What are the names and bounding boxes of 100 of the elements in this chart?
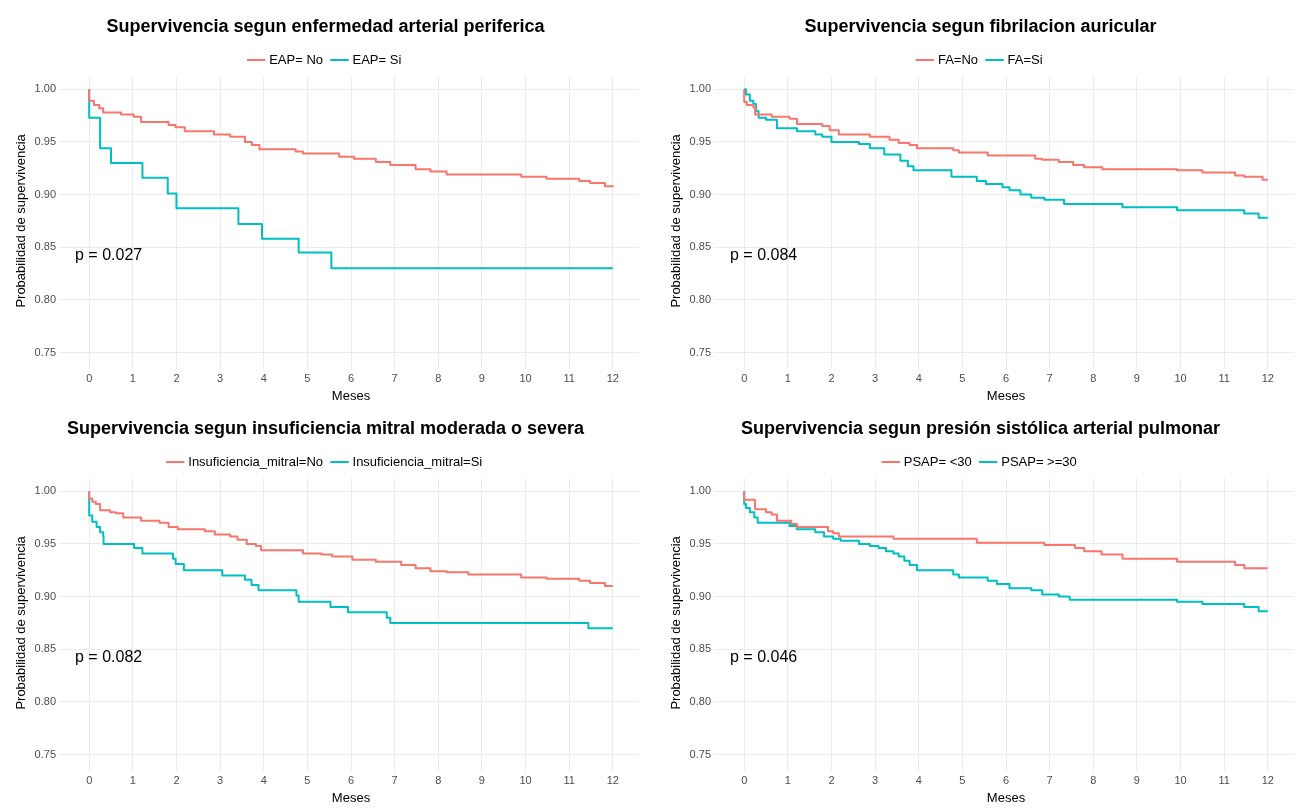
x-tick-label: 3 <box>217 773 224 786</box>
y-tick-label: 1.00 <box>34 484 57 497</box>
x-tick-label: 11 <box>563 773 575 786</box>
x-tick-label: 1 <box>784 773 791 786</box>
x-tick-label: 9 <box>478 371 485 384</box>
y-tick-label: 0.95 <box>689 536 712 549</box>
x-tick-label: 6 <box>347 773 355 786</box>
x-tick-label: 9 <box>1133 371 1140 384</box>
x-tick-label: 10 <box>1174 773 1187 786</box>
x-tick-label: 6 <box>347 371 355 384</box>
x-tick-label: 7 <box>391 371 398 384</box>
x-tick-label: 4 <box>915 773 922 786</box>
legend-label: FA=No <box>937 51 979 67</box>
x-tick-label: 9 <box>1133 773 1140 786</box>
x-tick-label: 1 <box>784 371 791 384</box>
x-axis-title: Meses <box>331 387 371 403</box>
annotation: p = 0.046 <box>730 647 798 665</box>
x-tick-label: 5 <box>959 371 966 384</box>
x-tick-label: 12 <box>606 773 619 786</box>
y-tick-label: 0.80 <box>34 694 57 707</box>
x-tick-label: 9 <box>478 773 485 786</box>
x-tick-label: 7 <box>1046 773 1053 786</box>
y-tick-label: 0.75 <box>689 747 712 760</box>
legend-label: PSAP= >=30 <box>1001 453 1077 469</box>
legend-label: PSAP= <30 <box>903 453 972 469</box>
y-tick-label: 0.85 <box>34 240 57 253</box>
y-tick-label: 0.90 <box>34 187 57 200</box>
legend-label: EAP= No <box>269 51 324 67</box>
y-axis-title: Probabilidad de supervivencia <box>13 133 29 308</box>
y-tick-label: 0.75 <box>34 345 57 358</box>
annotation: p = 0.082 <box>75 647 143 665</box>
x-tick-label: 6 <box>1002 773 1010 786</box>
y-tick-label: 0.90 <box>689 187 712 200</box>
x-tick-label: 6 <box>1002 371 1010 384</box>
y-tick-label: 0.75 <box>689 345 712 358</box>
chart-title: Supervivencia segun enfermedad arterial periferica <box>106 15 546 36</box>
x-tick-label: 10 <box>1174 371 1187 384</box>
x-tick-label: 12 <box>1261 773 1274 786</box>
legend-label: Insuficiencia_mitral=Si <box>352 453 483 469</box>
y-tick-label: 0.90 <box>689 589 712 602</box>
y-tick-label: 0.85 <box>689 642 712 655</box>
x-tick-label: 2 <box>828 773 835 786</box>
x-tick-label: 5 <box>304 773 311 786</box>
x-tick-label: 2 <box>173 371 180 384</box>
x-axis-title: Meses <box>986 387 1026 403</box>
x-tick-label: 1 <box>129 773 136 786</box>
y-axis-title: Probabilidad de supervivencia <box>13 535 29 710</box>
x-tick-label: 8 <box>435 773 442 786</box>
y-tick-label: 0.90 <box>34 589 57 602</box>
y-tick-label: 1.00 <box>689 82 712 95</box>
y-tick-label: 1.00 <box>689 484 712 497</box>
x-tick-label: 0 <box>86 371 93 384</box>
x-tick-label: 11 <box>563 371 575 384</box>
annotation: p = 0.027 <box>75 245 143 263</box>
chart-title: Supervivencia segun insuficiencia mitral moderada o severa <box>66 417 586 438</box>
legend-label: Insuficiencia_mitral=No <box>188 453 324 469</box>
x-tick-label: 8 <box>435 371 442 384</box>
x-tick-label: 7 <box>391 773 398 786</box>
annotation: p = 0.084 <box>730 245 798 263</box>
x-tick-label: 3 <box>217 371 224 384</box>
x-tick-label: 2 <box>173 773 180 786</box>
x-tick-label: 12 <box>606 371 619 384</box>
y-tick-label: 0.85 <box>34 642 57 655</box>
y-tick-label: 0.95 <box>34 536 57 549</box>
chart-title: Supervivencia segun fibrilacion auricular <box>804 15 1157 36</box>
y-tick-label: 0.85 <box>689 240 712 253</box>
y-tick-label: 0.80 <box>34 292 57 305</box>
x-tick-label: 1 <box>129 371 136 384</box>
x-tick-label: 5 <box>304 371 311 384</box>
y-tick-label: 0.95 <box>34 134 57 147</box>
x-tick-label: 4 <box>915 371 922 384</box>
x-tick-label: 10 <box>519 773 532 786</box>
y-axis-title: Probabilidad de supervivencia <box>668 535 684 710</box>
x-tick-label: 8 <box>1090 773 1097 786</box>
x-tick-label: 12 <box>1261 371 1274 384</box>
x-tick-label: 0 <box>86 773 93 786</box>
x-tick-label: 3 <box>872 773 879 786</box>
x-tick-label: 4 <box>260 371 267 384</box>
x-tick-label: 3 <box>872 371 879 384</box>
y-tick-label: 1.00 <box>34 82 57 95</box>
x-tick-label: 8 <box>1090 371 1097 384</box>
x-tick-label: 5 <box>959 773 966 786</box>
y-tick-label: 0.75 <box>34 747 57 760</box>
legend-label: EAP= Si <box>352 51 402 67</box>
x-tick-label: 11 <box>1218 773 1230 786</box>
x-tick-label: 4 <box>260 773 267 786</box>
x-tick-label: 0 <box>741 371 748 384</box>
x-tick-label: 7 <box>1046 371 1053 384</box>
x-tick-label: 0 <box>741 773 748 786</box>
legend-label: FA=Si <box>1007 51 1043 67</box>
x-tick-label: 11 <box>1218 371 1230 384</box>
chart-title: Supervivencia segun presión sistólica arterial pulmonar <box>740 417 1221 438</box>
y-tick-label: 0.80 <box>689 292 712 305</box>
y-tick-label: 0.80 <box>689 694 712 707</box>
x-axis-title: Meses <box>331 789 371 805</box>
x-axis-title: Meses <box>986 789 1026 805</box>
x-tick-label: 10 <box>519 371 532 384</box>
y-axis-title: Probabilidad de supervivencia <box>668 133 684 308</box>
x-tick-label: 2 <box>828 371 835 384</box>
y-tick-label: 0.95 <box>689 134 712 147</box>
